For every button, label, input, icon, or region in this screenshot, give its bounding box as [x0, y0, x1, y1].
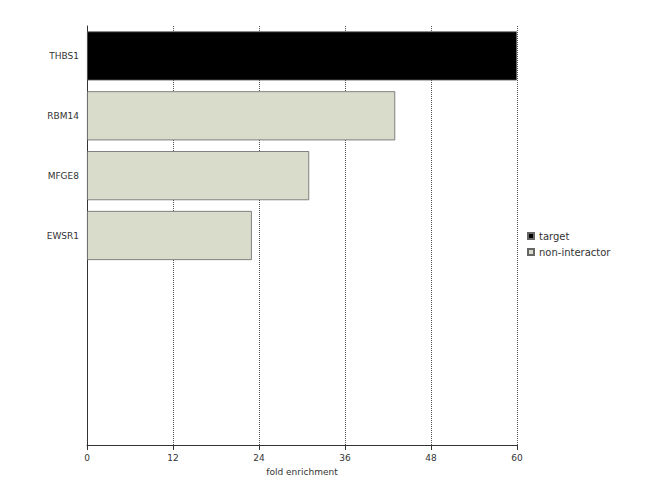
- svg-text:24: 24: [253, 453, 265, 463]
- svg-text:RBM14: RBM14: [47, 111, 79, 121]
- svg-text:fold enrichment: fold enrichment: [266, 467, 338, 477]
- svg-text:THBS1: THBS1: [48, 51, 79, 61]
- svg-text:0: 0: [84, 453, 90, 463]
- svg-text:MFGE8: MFGE8: [48, 171, 80, 181]
- svg-text:36: 36: [339, 453, 351, 463]
- svg-text:non-interactor: non-interactor: [539, 247, 611, 258]
- svg-text:60: 60: [511, 453, 523, 463]
- svg-text:target: target: [539, 231, 569, 242]
- svg-text:12: 12: [167, 453, 178, 463]
- svg-text:EWSR1: EWSR1: [47, 231, 79, 241]
- svg-text:48: 48: [425, 453, 437, 463]
